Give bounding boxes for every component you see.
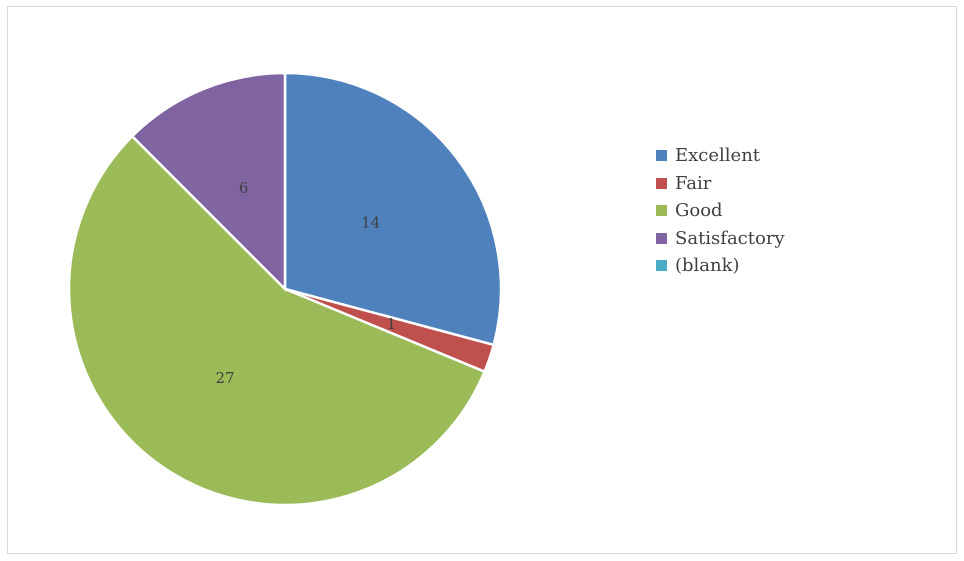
- legend-swatch-fair: [656, 177, 667, 189]
- legend-item-blank: (blank): [656, 252, 785, 280]
- legend-item-excellent: Excellent: [656, 142, 785, 170]
- pie-slice-satisfactory: [130, 71, 287, 293]
- legend-label-excellent: Excellent: [675, 145, 761, 167]
- data-label-good: 27: [215, 369, 234, 387]
- legend-swatch-excellent: [656, 150, 667, 162]
- legend: Excellent Fair Good Satisfactory (blank): [656, 142, 785, 280]
- data-label-excellent: 14: [361, 213, 380, 231]
- data-label-fair: 1: [387, 315, 397, 333]
- data-label-satisfactory: 6: [239, 179, 249, 197]
- legend-swatch-blank: [656, 260, 667, 272]
- legend-swatch-satisfactory: [656, 232, 667, 244]
- legend-item-satisfactory: Satisfactory: [656, 225, 785, 253]
- legend-label-fair: Fair: [675, 172, 712, 194]
- pie-slices: [67, 71, 503, 507]
- legend-label-blank: (blank): [675, 255, 740, 277]
- pie-slice-excellent: [283, 71, 503, 347]
- legend-item-fair: Fair: [656, 170, 785, 198]
- legend-item-good: Good: [656, 197, 785, 225]
- legend-label-good: Good: [675, 200, 723, 222]
- legend-label-satisfactory: Satisfactory: [675, 227, 785, 249]
- pie-slice-good: [67, 134, 487, 507]
- legend-swatch-good: [656, 205, 667, 217]
- pie-data-labels: 14 1 27 6: [215, 179, 396, 387]
